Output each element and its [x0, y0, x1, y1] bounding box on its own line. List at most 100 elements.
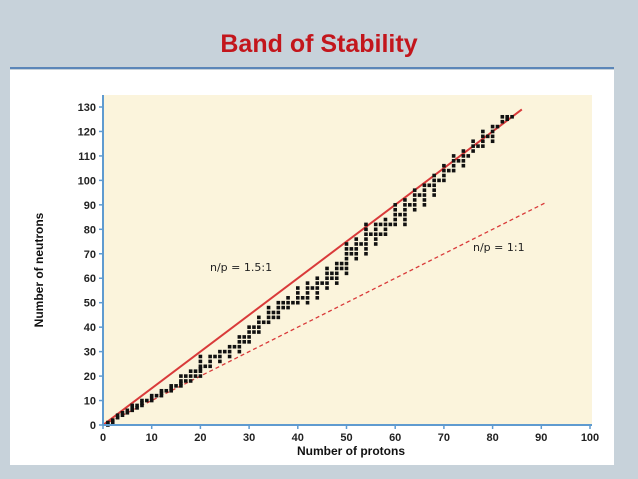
stable-nuclide-point	[403, 217, 407, 222]
stable-nuclide-point	[257, 330, 261, 334]
stable-nuclide-point	[149, 393, 154, 398]
stable-nuclide-point	[169, 384, 173, 388]
stable-nuclide-point	[305, 300, 310, 305]
stable-nuclide-point	[495, 124, 500, 129]
x-tick-label: 90	[535, 432, 547, 444]
stable-nuclide-point	[339, 261, 344, 266]
stable-nuclide-point	[247, 325, 251, 329]
stable-nuclide-point	[461, 149, 466, 153]
stable-nuclide-point	[422, 193, 427, 197]
stable-nuclide-point	[149, 398, 154, 403]
stable-nuclide-point	[320, 281, 324, 285]
y-tick-label: 90	[84, 200, 96, 212]
stable-nuclide-point	[481, 144, 485, 148]
stable-nuclide-point	[432, 173, 436, 178]
stable-nuclide-point	[222, 349, 227, 354]
stable-nuclide-point	[237, 344, 242, 349]
stable-nuclide-point	[218, 354, 222, 359]
stable-nuclide-point	[174, 384, 178, 388]
stable-nuclide-point	[242, 340, 247, 344]
stable-nuclide-point	[325, 286, 329, 290]
stable-nuclide-point	[164, 388, 169, 393]
stable-nuclide-point	[198, 364, 203, 369]
stable-nuclide-point	[159, 393, 164, 398]
y-tick-label: 70	[84, 249, 96, 261]
stable-nuclide-point	[169, 388, 173, 393]
stable-nuclide-point	[115, 413, 120, 418]
stable-nuclide-point	[344, 261, 349, 266]
stable-nuclide-point	[266, 320, 271, 325]
stable-nuclide-point	[505, 117, 510, 122]
stable-nuclide-point	[471, 144, 475, 148]
stable-nuclide-point	[218, 359, 222, 364]
stable-nuclide-point	[188, 379, 193, 383]
stable-nuclide-point	[193, 369, 198, 373]
stable-nuclide-point	[369, 232, 373, 236]
stable-nuclide-point	[218, 349, 222, 354]
stable-nuclide-point	[359, 242, 363, 246]
stable-nuclide-point	[427, 183, 432, 188]
y-tick-label: 0	[90, 420, 96, 432]
stable-nuclide-point	[485, 134, 490, 139]
y-tick-label: 20	[84, 371, 96, 383]
stable-nuclide-point	[266, 305, 271, 310]
stable-nuclide-point	[125, 408, 130, 413]
stable-nuclide-point	[315, 281, 320, 285]
stable-nuclide-point	[354, 247, 359, 251]
stable-nuclide-point	[257, 320, 261, 325]
stable-nuclide-point	[500, 119, 505, 124]
stable-nuclide-point	[403, 198, 407, 202]
stable-nuclide-point	[344, 266, 349, 271]
stable-nuclide-point	[373, 232, 378, 236]
stable-nuclide-point	[106, 420, 110, 425]
stable-nuclide-point	[198, 366, 203, 371]
stable-nuclide-point	[149, 396, 154, 400]
x-tick-label: 80	[486, 432, 498, 444]
stable-nuclide-point	[334, 261, 339, 266]
stable-nuclide-point	[325, 271, 329, 276]
stable-nuclide-point	[115, 415, 120, 420]
stable-nuclide-point	[232, 344, 237, 349]
stable-nuclide-point	[325, 266, 329, 271]
stable-nuclide-point	[286, 305, 290, 310]
x-axis-title: Number of protons	[297, 444, 405, 458]
stable-nuclide-point	[334, 281, 339, 285]
stable-nuclide-point	[403, 222, 407, 227]
stable-nuclide-point	[398, 212, 402, 217]
stable-nuclide-point	[442, 178, 446, 183]
stable-nuclide-point	[393, 203, 397, 207]
stable-nuclide-point	[179, 379, 183, 383]
stable-nuclide-point	[120, 410, 125, 415]
stable-nuclide-point	[261, 320, 266, 325]
slide-title: Band of Stability	[220, 30, 418, 58]
ratio-1-1-line	[102, 201, 547, 426]
stable-nuclide-point	[179, 384, 183, 388]
stable-nuclide-point	[490, 134, 495, 139]
stable-nuclide-point	[422, 188, 427, 192]
stable-nuclide-point	[330, 271, 334, 276]
stable-nuclide-point	[252, 325, 256, 329]
ratio-1-1-label: n/p = 1:1	[473, 241, 525, 254]
stable-nuclide-point	[169, 386, 173, 391]
stable-nuclide-point	[305, 281, 310, 285]
stable-nuclide-point	[334, 276, 339, 281]
stable-nuclide-point	[442, 168, 446, 173]
stable-nuclide-point	[446, 168, 451, 173]
stable-nuclide-point	[456, 159, 461, 163]
stable-nuclide-point	[183, 374, 188, 378]
y-tick-label: 50	[84, 298, 96, 310]
stable-nuclide-point	[412, 188, 417, 192]
y-axis-title: Number of neutrons	[32, 212, 46, 327]
stable-nuclide-point	[383, 227, 388, 232]
stable-nuclide-point	[344, 256, 349, 261]
stable-nuclide-point	[364, 251, 368, 256]
stable-nuclide-point	[305, 286, 310, 290]
stable-nuclide-point	[417, 193, 422, 197]
stable-nuclide-point	[237, 335, 242, 339]
stable-nuclide-point	[437, 178, 441, 183]
stable-nuclide-point	[344, 247, 349, 251]
stable-nuclide-point	[383, 232, 388, 236]
stable-nuclide-point	[257, 315, 261, 320]
stable-nuclide-point	[364, 227, 368, 232]
stable-nuclide-point	[364, 242, 368, 246]
